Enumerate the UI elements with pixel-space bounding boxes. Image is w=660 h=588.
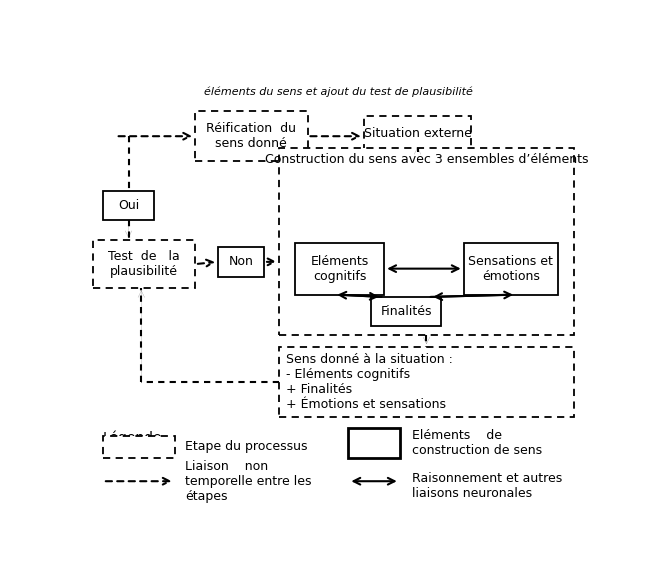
Text: Test  de   la
plausibilité: Test de la plausibilité <box>108 250 180 278</box>
Text: Finalités: Finalités <box>380 305 432 318</box>
Bar <box>364 116 471 152</box>
Text: Liaison    non
temporelle entre les
étapes: Liaison non temporelle entre les étapes <box>185 460 312 503</box>
Text: Construction du sens avec 3 ensembles d’éléments: Construction du sens avec 3 ensembles d’… <box>265 153 588 166</box>
Bar <box>279 148 574 335</box>
Text: Sensations et
émotions: Sensations et émotions <box>469 255 553 283</box>
Bar <box>279 347 574 417</box>
Bar <box>195 111 308 161</box>
Text: Légende: Légende <box>103 430 162 445</box>
Bar <box>103 191 154 220</box>
Bar <box>295 243 384 295</box>
Text: Eléments
cognitifs: Eléments cognitifs <box>310 255 369 283</box>
Bar <box>348 428 400 457</box>
Text: éléments du sens et ajout du test de plausibilité: éléments du sens et ajout du test de pla… <box>204 86 473 97</box>
Bar <box>372 297 441 326</box>
Text: Eléments    de
construction de sens: Eléments de construction de sens <box>412 429 543 457</box>
Text: Etape du processus: Etape du processus <box>185 440 308 453</box>
Text: Sens donné à la situation :
- Eléments cognitifs
+ Finalités
+ Émotions et sensa: Sens donné à la situation : - Eléments c… <box>286 353 453 411</box>
Text: Réification  du
sens donné: Réification du sens donné <box>207 122 296 150</box>
Text: Situation externe: Situation externe <box>364 128 471 141</box>
Bar <box>103 436 174 457</box>
Bar <box>92 240 195 288</box>
Text: Oui: Oui <box>118 199 139 212</box>
Bar <box>463 243 558 295</box>
Text: Raisonnement et autres
liaisons neuronales: Raisonnement et autres liaisons neuronal… <box>412 472 563 500</box>
Text: Non: Non <box>228 255 253 268</box>
Bar <box>218 247 264 276</box>
